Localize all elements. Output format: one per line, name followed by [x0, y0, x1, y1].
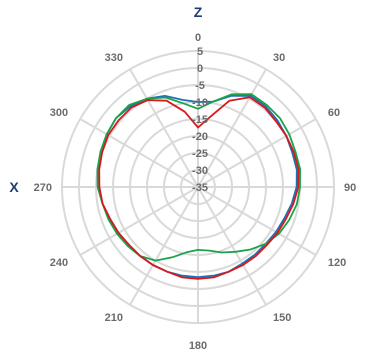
grid-spoke — [129, 68, 199, 188]
axis-label-z: Z — [194, 4, 203, 20]
series-line-2 — [96, 93, 301, 262]
radial-tick-label: -25 — [192, 148, 208, 160]
radial-tick-label: -15 — [192, 114, 208, 126]
grid-spoke — [79, 186, 199, 256]
angle-tick-label: 270 — [34, 182, 52, 194]
angle-tick-label: 60 — [328, 107, 340, 119]
grid-spoke — [79, 118, 199, 188]
angle-tick-label: 210 — [105, 312, 123, 324]
radial-tick-label: 5 — [197, 46, 203, 58]
radial-tick-label: -35 — [192, 182, 208, 194]
grid-spoke — [129, 186, 199, 306]
angle-tick-label: 180 — [189, 340, 207, 352]
polar-grid — [61, 50, 335, 324]
angle-tick-label: 0 — [195, 32, 201, 44]
angle-tick-label: 330 — [105, 52, 123, 64]
series-layer — [96, 93, 301, 280]
angle-tick-label: 30 — [273, 52, 285, 64]
angle-tick-label: 150 — [273, 312, 291, 324]
grid-spoke — [197, 186, 267, 306]
angle-tick-label: 90 — [344, 182, 356, 194]
radial-tick-label: 0 — [197, 63, 203, 75]
radial-tick-label: -20 — [192, 131, 208, 143]
label-layer: 5 0 -5 -10 -15 -20 -25 -30 -35 0 30 60 90 120 150 180 21… — [9, 4, 356, 352]
radial-tick-label: -5 — [195, 80, 205, 92]
grid-spoke — [197, 118, 317, 188]
angle-tick-label: 300 — [50, 107, 68, 119]
axis-label-x: X — [9, 179, 19, 195]
radial-tick-label: -10 — [192, 97, 208, 109]
grid-spoke — [197, 186, 317, 256]
series-line-3 — [98, 96, 300, 280]
angle-tick-label: 240 — [50, 257, 68, 269]
grid-spoke — [197, 68, 267, 188]
angle-tick-label: 120 — [328, 257, 346, 269]
radial-tick-label: -30 — [192, 165, 208, 177]
